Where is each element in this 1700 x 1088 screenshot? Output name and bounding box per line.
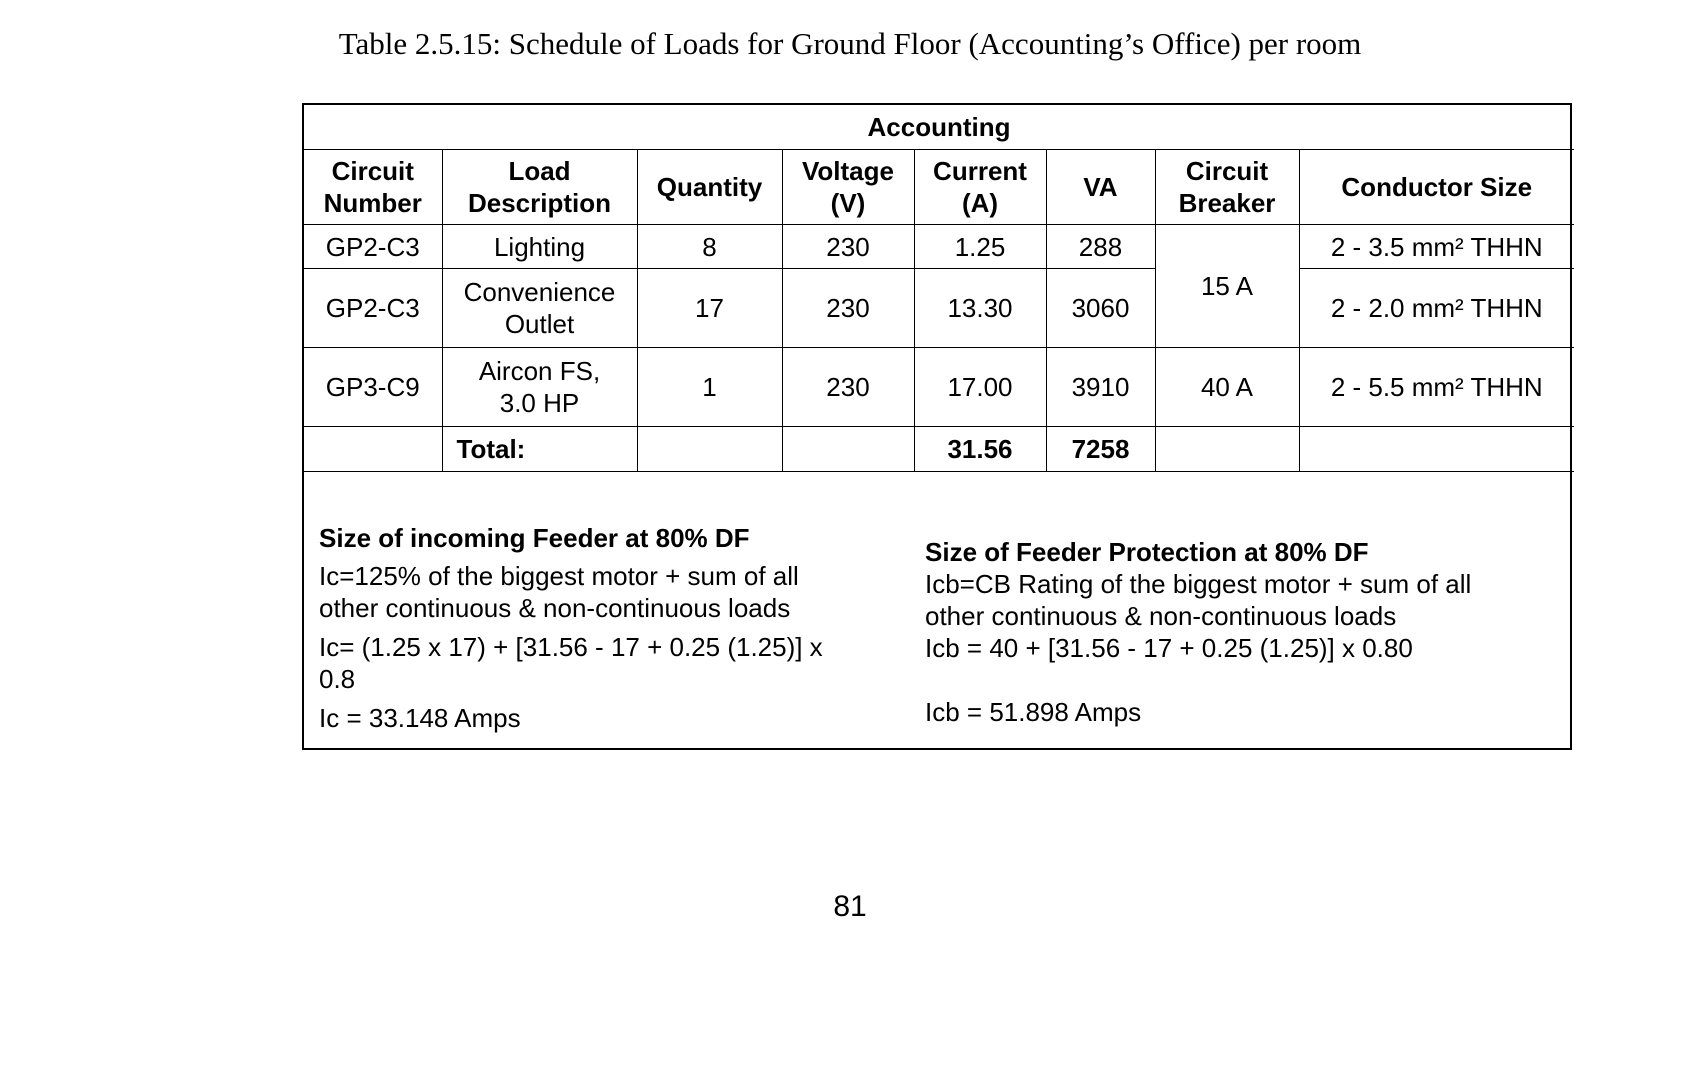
cell-conductor: 2 - 3.5 mm² THHN [1298,224,1574,269]
cell-quantity: 17 [636,268,783,348]
load-schedule-table: Accounting Circuit Number Load Descripti… [304,105,1574,472]
cell-load: Lighting [441,224,638,269]
header-conductor-size: Conductor Size [1298,149,1574,225]
cell-conductor: 2 - 2.0 mm² THHN [1298,268,1574,348]
protection-result: Icb = 51.898 Amps [925,697,1142,727]
cell-current: 1.25 [913,224,1047,269]
cell-va: 3910 [1045,347,1156,427]
cell-quantity: 8 [636,224,783,269]
header-va: VA [1045,149,1156,225]
room-title: Accounting [304,105,1574,150]
cell-load: Aircon FS, 3.0 HP [441,347,638,427]
header-voltage: Voltage (V) [781,149,915,225]
total-current: 31.56 [913,426,1047,472]
feeder-formula: Ic=125% of the biggest motor + sum of al… [319,561,799,623]
feeder-title: Size of incoming Feeder at 80% DF [319,523,750,553]
cell-breaker: 40 A [1154,347,1300,427]
protection-title: Size of Feeder Protection at 80% DF [925,537,1369,567]
cell-conductor: 2 - 5.5 mm² THHN [1298,347,1574,427]
total-va: 7258 [1045,426,1156,472]
cell-voltage: 230 [781,268,915,348]
protection-calc: Icb = 40 + [31.56 - 17 + 0.25 (1.25)] x … [925,633,1413,663]
total-row: Total: 31.56 7258 [304,426,1574,472]
header-current: Current (A) [913,149,1047,225]
header-quantity: Quantity [636,149,783,225]
cell-shared-breaker: 15 A [1154,224,1300,348]
cell-voltage: 230 [781,347,915,427]
page-number: 81 [833,890,867,923]
cell-empty [1298,426,1574,472]
cell-va: 3060 [1045,268,1156,348]
table-row: GP2-C3 Lighting 8 230 1.25 288 15 A 2 - … [304,224,1574,348]
calculation-notes: Size of incoming Feeder at 80% DF Ic=125… [304,472,1570,748]
cell-empty [636,426,783,472]
total-label: Total: [441,426,638,472]
room-header-row: Accounting [304,105,1574,150]
cell-circuit: GP2-C3 [304,268,443,348]
table-row: GP2-C3 Convenience Outlet 17 230 13.30 3… [304,268,1574,348]
header-circuit-number: Circuit Number [304,149,443,225]
header-load-description: Load Description [441,149,638,225]
cell-va: 288 [1045,224,1156,269]
protection-formula: Icb=CB Rating of the biggest motor + sum… [925,569,1472,631]
cell-circuit: GP2-C3 [304,224,443,269]
cell-voltage: 230 [781,224,915,269]
cell-current: 17.00 [913,347,1047,427]
feeder-result: Ic = 33.148 Amps [319,703,521,733]
cell-empty [1154,426,1300,472]
cell-current: 13.30 [913,268,1047,348]
feeder-calc: Ic= (1.25 x 17) + [31.56 - 17 + 0.25 (1.… [319,632,823,694]
feeder-calculation: Size of incoming Feeder at 80% DF Ic=125… [319,522,859,741]
protection-calculation: Size of Feeder Protection at 80% DF Icb=… [925,536,1545,728]
header-circuit-breaker: Circuit Breaker [1154,149,1300,225]
load-schedule-sheet: Accounting Circuit Number Load Descripti… [302,103,1574,750]
cell-circuit: GP3-C9 [304,347,443,427]
table-row: GP3-C9 Aircon FS, 3.0 HP 1 230 17.00 391… [304,347,1574,427]
cell-empty [781,426,915,472]
cell-empty [304,426,443,472]
cell-quantity: 1 [636,347,783,427]
cell-load: Convenience Outlet [441,268,638,348]
column-header-row: Circuit Number Load Description Quantity… [304,149,1574,225]
table-caption: Table 2.5.15: Schedule of Loads for Grou… [338,26,1362,61]
